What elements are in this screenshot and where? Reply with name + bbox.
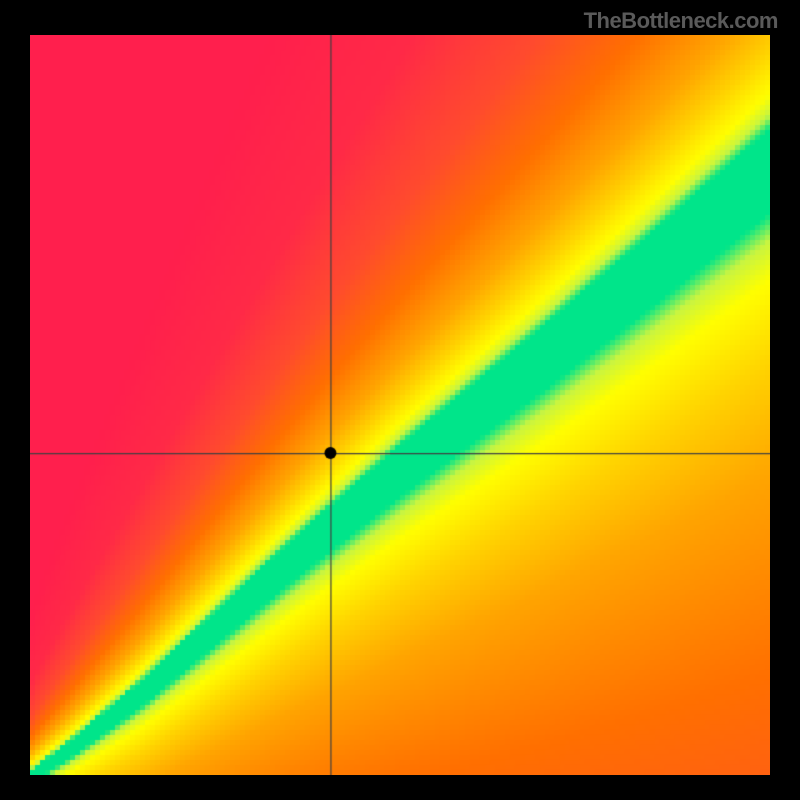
watermark-text: TheBottleneck.com — [584, 8, 778, 34]
bottleneck-heatmap — [30, 35, 770, 775]
